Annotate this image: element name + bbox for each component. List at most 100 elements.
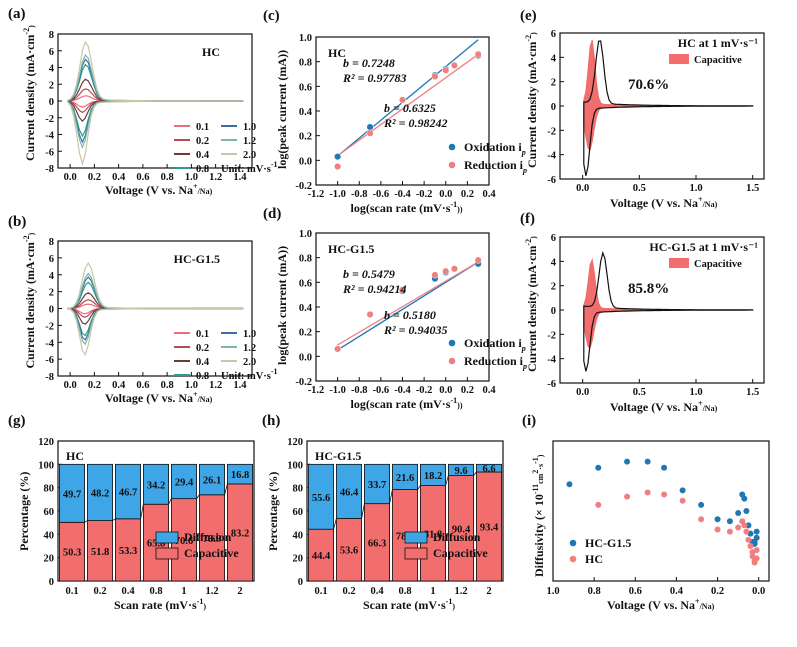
- bar-label-capacitive: 70.6: [175, 536, 193, 547]
- text-part: ): [203, 602, 206, 611]
- text-part: /Na): [197, 187, 213, 196]
- bar-diffusion: [142, 463, 169, 505]
- data-point: [753, 528, 760, 535]
- y-tick-label: 0.6: [299, 278, 312, 289]
- y-tick-label: 4: [49, 64, 55, 75]
- connector-line: [473, 471, 477, 476]
- bar-label-diffusion: 18.2: [424, 471, 442, 482]
- bar-diffusion: [59, 463, 86, 523]
- unit-label: Unit: mV·s-1: [221, 160, 278, 175]
- data-point: [624, 493, 631, 500]
- x-tick-label: 0.8: [161, 380, 174, 391]
- data-point: [366, 123, 374, 131]
- panel-title: HC-G1.5 at 1 mV·s⁻¹: [649, 240, 758, 254]
- x-tick-label: 1.2: [209, 380, 222, 391]
- connector-line: [389, 489, 393, 504]
- panel-title: HC-G1.5: [174, 252, 220, 266]
- x-tick-label: 0.6: [136, 172, 149, 183]
- data-point: [679, 497, 686, 504]
- panel-title: HC at 1 mV·s⁻¹: [678, 36, 759, 50]
- data-point: [661, 464, 668, 471]
- bar-diffusion: [447, 463, 474, 476]
- legend-label: 0.1: [196, 122, 209, 133]
- legend-label: 0.2: [196, 343, 209, 354]
- data-point: [398, 286, 407, 294]
- text-part: /Na): [699, 602, 715, 611]
- x-axis-label: Voltage (V vs. Na+/Na): [610, 399, 718, 414]
- data-point: [741, 522, 748, 529]
- data-point: [743, 508, 750, 514]
- x-tick-label: 0.0: [64, 172, 77, 183]
- x-tick-label: -0.4: [394, 385, 411, 396]
- y-tick-label: 6: [49, 254, 54, 265]
- bar-label-diffusion: 49.7: [63, 489, 81, 500]
- text-part: ): [452, 602, 455, 611]
- text-part: -11: [531, 484, 540, 494]
- legend-label: Oxidation ip: [464, 336, 526, 353]
- y-axis-label: Percentage (%): [266, 472, 280, 551]
- x-tick-label: 0.2: [88, 172, 101, 183]
- legend-label: 1.2: [243, 343, 256, 354]
- x-tick-label: 0.0: [439, 385, 452, 396]
- legend-label: 0.2: [196, 136, 209, 147]
- bar-capacitive: [115, 518, 142, 582]
- x-tick-label: 0.4: [482, 385, 496, 396]
- data-point: [661, 491, 668, 498]
- x-tick-label: 1.0: [689, 183, 702, 194]
- data-point: [698, 501, 705, 508]
- data-point: [431, 271, 439, 279]
- x-tick-label: -0.2: [416, 385, 433, 396]
- data-point: [735, 510, 742, 517]
- legend-label: Capacitive: [184, 546, 239, 560]
- y-tick-label: -4: [45, 338, 54, 349]
- legend-label: Oxidation ip: [464, 140, 526, 157]
- y-tick-label: 2: [551, 78, 556, 89]
- y-tick-label: 0.8: [299, 58, 312, 69]
- bar-label-capacitive: 44.4: [312, 551, 331, 562]
- x-tick-label: 1.0: [689, 387, 702, 398]
- y-tick-label: 0.8: [299, 254, 312, 265]
- legend-label: Reduction ip: [464, 158, 527, 175]
- data-point: [442, 66, 450, 74]
- data-point: [398, 96, 407, 104]
- y-tick-label: -4: [547, 151, 556, 162]
- text-part: /Na): [702, 200, 718, 209]
- data-point: [595, 464, 602, 471]
- data-point: [714, 516, 721, 523]
- y-tick-label: 8: [49, 30, 54, 41]
- panel-letter: (e): [520, 8, 537, 24]
- bar-capacitive: [226, 483, 253, 582]
- legend-swatch: [404, 547, 428, 560]
- data-point: [741, 495, 748, 502]
- data-point: [714, 526, 721, 533]
- y-tick-label: 60: [293, 507, 304, 518]
- legend-label: 0.8: [196, 164, 209, 175]
- x-tick-label: -0.6: [373, 385, 390, 396]
- panel-letter: (f): [520, 211, 535, 227]
- x-tick-label: 0.1: [65, 586, 78, 597]
- legend-label: 0.4: [196, 357, 210, 368]
- legend-marker: [448, 339, 456, 347]
- y-tick-label: -2: [45, 321, 54, 332]
- capacitive-area: [583, 257, 753, 349]
- bar-label-diffusion: 9.6: [454, 466, 467, 477]
- bar-label-diffusion: 33.7: [368, 480, 386, 491]
- fit-line: [337, 53, 479, 157]
- y-tick-label: 0: [49, 305, 54, 316]
- data-point: [743, 528, 750, 535]
- y-tick-label: 0: [49, 577, 54, 588]
- data-point: [745, 522, 752, 529]
- bar-label-diffusion: 46.7: [119, 488, 137, 499]
- legend-label: HC: [585, 552, 603, 566]
- legend-label: 1.0: [243, 122, 256, 133]
- y-tick-label: -8: [45, 164, 54, 175]
- text-part: p: [521, 148, 526, 157]
- text-part: +: [193, 390, 198, 399]
- data-point: [679, 487, 686, 494]
- bar-diffusion: [391, 463, 418, 490]
- bar-label-diffusion: 48.2: [91, 488, 109, 499]
- text-part: ): [529, 32, 538, 35]
- y-axis-label: Current density (mA·cm-2): [524, 32, 539, 168]
- data-point: [334, 345, 342, 353]
- y-tick-label: 0.2: [299, 328, 312, 339]
